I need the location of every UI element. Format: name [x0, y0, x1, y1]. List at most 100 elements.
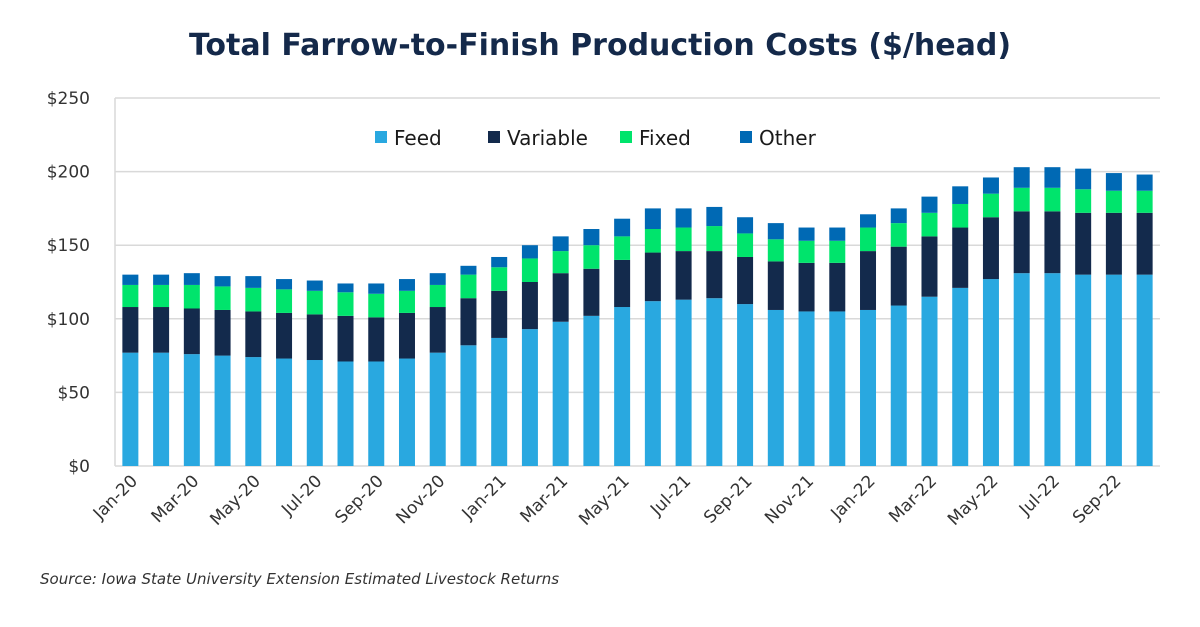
bar-fixed	[306, 290, 323, 315]
x-tick-label: Jul-22	[1015, 471, 1064, 520]
bar-feed	[737, 304, 754, 466]
bar-other	[183, 273, 200, 285]
bar-other	[952, 186, 969, 204]
bar-feed	[890, 305, 907, 466]
bar-feed	[1075, 274, 1092, 466]
x-tick-label: Mar-22	[885, 471, 941, 527]
bar-fixed	[1044, 187, 1061, 212]
bar-fixed	[1105, 190, 1122, 213]
bar-other	[982, 177, 999, 194]
x-tick-label: Nov-20	[392, 471, 449, 528]
bar-fixed	[829, 240, 846, 263]
x-tick-label: May-21	[575, 471, 633, 529]
bar-variable	[952, 227, 969, 288]
bar-variable	[860, 251, 877, 310]
bar-variable	[1044, 211, 1061, 274]
bar-fixed	[398, 290, 415, 313]
bar-variable	[890, 246, 907, 306]
bar-feed	[491, 337, 508, 466]
bar-variable	[276, 312, 293, 359]
bar-other	[1013, 167, 1030, 188]
bar-variable	[1136, 212, 1153, 275]
bar-variable	[122, 307, 139, 353]
chart-title: Total Farrow-to-Finish Production Costs …	[188, 28, 1012, 63]
bar-fixed	[798, 240, 815, 263]
source-note: Source: Iowa State University Extension …	[40, 570, 560, 588]
bar-fixed	[890, 223, 907, 247]
bar-fixed	[153, 284, 170, 308]
bar-fixed	[921, 212, 938, 237]
bar-other	[644, 208, 661, 230]
bar-variable	[337, 315, 354, 362]
bar-feed	[921, 296, 938, 466]
bar-fixed	[982, 193, 999, 218]
x-tick-label: Jan-20	[89, 471, 142, 524]
x-tick-label: Jul-20	[277, 471, 326, 520]
bar-other	[1105, 173, 1122, 191]
bar-variable	[1075, 212, 1092, 275]
bar-fixed	[675, 227, 692, 252]
x-tick-label: Jan-21	[458, 471, 511, 524]
bar-other	[491, 256, 508, 268]
bar-other	[675, 208, 692, 228]
bar-feed	[337, 361, 354, 466]
bar-fixed	[552, 251, 569, 274]
bar-variable	[583, 268, 600, 316]
bar-variable	[306, 314, 323, 361]
bar-fixed	[1013, 187, 1030, 212]
bar-fixed	[644, 229, 661, 253]
bar-feed	[245, 357, 262, 466]
bar-other	[1044, 167, 1061, 188]
bar-other	[798, 227, 815, 241]
bar-fixed	[491, 267, 508, 291]
bar-feed	[614, 307, 631, 466]
bar-variable	[737, 256, 754, 305]
bar-feed	[583, 315, 600, 466]
bar-fixed	[460, 274, 477, 299]
legend-swatch-fixed	[620, 131, 632, 143]
bar-other	[460, 265, 477, 275]
bar-fixed	[583, 245, 600, 269]
bar-feed	[368, 361, 385, 466]
bar-feed	[306, 360, 323, 466]
bar-other	[245, 276, 262, 288]
bar-other	[368, 283, 385, 294]
bar-other	[337, 283, 354, 293]
bar-variable	[982, 217, 999, 280]
legend-label: Variable	[507, 126, 588, 150]
y-tick-label: $200	[47, 163, 90, 183]
bar-other	[706, 206, 723, 227]
x-tick-label: Jul-21	[646, 471, 695, 520]
x-tick-label: Jan-22	[827, 471, 880, 524]
y-tick-label: $150	[47, 236, 90, 256]
bar-other	[429, 273, 446, 285]
bar-fixed	[214, 286, 231, 310]
bar-feed	[552, 321, 569, 466]
bar-feed	[982, 279, 999, 466]
bar-feed	[1105, 274, 1122, 466]
bar-variable	[1105, 212, 1122, 275]
bar-variable	[767, 261, 784, 310]
bar-feed	[860, 309, 877, 466]
bar-other	[767, 223, 784, 240]
bar-feed	[675, 299, 692, 466]
bar-fixed	[245, 287, 262, 312]
bar-variable	[245, 311, 262, 358]
bar-variable	[398, 312, 415, 359]
legend-swatch-feed	[375, 131, 387, 143]
bar-fixed	[614, 236, 631, 260]
bar-other	[1075, 168, 1092, 190]
bar-variable	[829, 262, 846, 312]
bar-other	[306, 280, 323, 291]
bar-feed	[214, 355, 231, 466]
bar-variable	[368, 317, 385, 362]
y-tick-label: $250	[47, 89, 90, 109]
bar-fixed	[429, 284, 446, 308]
bar-variable	[183, 308, 200, 355]
x-tick-label: Mar-20	[148, 471, 204, 527]
bar-fixed	[952, 203, 969, 228]
x-tick-label: Nov-21	[761, 471, 818, 528]
x-tick-label: May-20	[206, 471, 264, 529]
bar-variable	[675, 251, 692, 300]
